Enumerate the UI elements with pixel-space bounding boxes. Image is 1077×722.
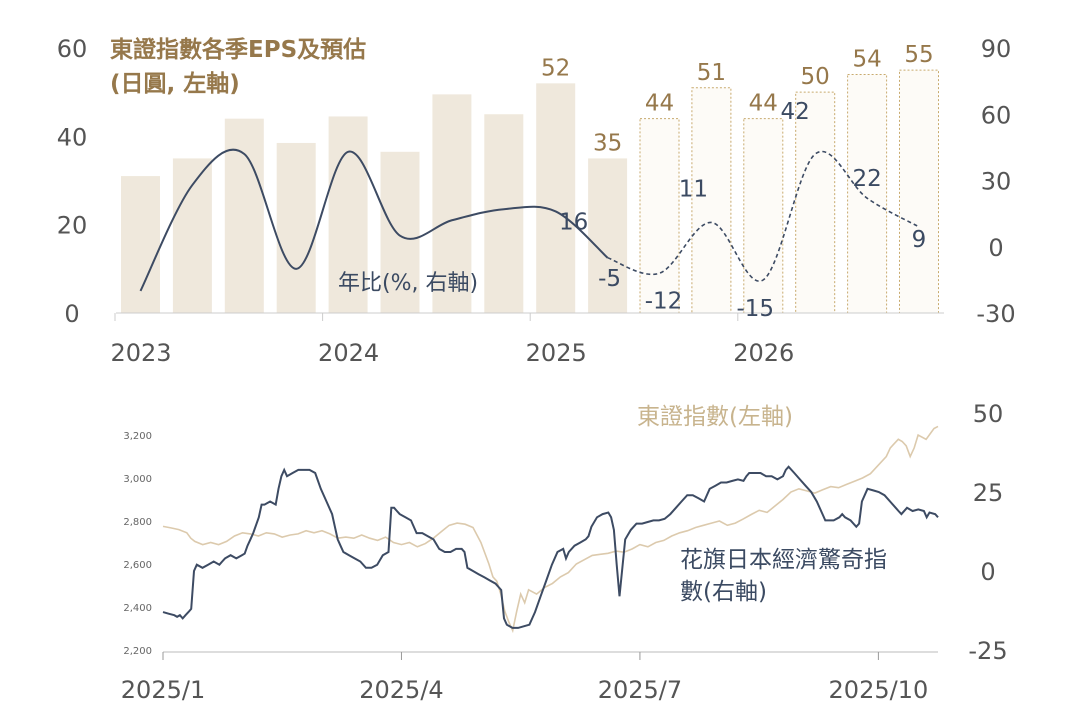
index-x-tick-label: 2025/7 [598, 676, 682, 704]
index-left-axis: 2,200 2,400 2,600 2,800 3,000 3,200 [123, 431, 152, 657]
index-left-tick-label: 2,200 [123, 646, 152, 657]
index-left-tick-label: 3,200 [123, 431, 152, 442]
eps-bar [121, 176, 160, 313]
eps-right-axis: -30 0 30 60 90 [976, 35, 1015, 328]
yoy-line-label: 年比(%, 右軸) [338, 271, 478, 296]
index-right-tick-label: 50 [973, 400, 1004, 428]
eps-right-tick-label: 0 [988, 234, 1003, 262]
eps-bar-forecast [899, 69, 939, 314]
eps-bar-labels: 52 35 44 51 44 50 54 55 [541, 42, 934, 156]
index-x-axis: 2025/1 2025/4 2025/7 2025/10 [121, 652, 928, 704]
eps-bar-forecast [847, 74, 888, 314]
eps-bar [328, 116, 368, 313]
eps-chart-title: 東證指數各季EPS及預估 [110, 36, 366, 63]
eps-bar [484, 114, 524, 313]
index-right-tick-label: 0 [980, 558, 995, 586]
eps-bar-value-label: 52 [541, 55, 570, 81]
eps-bar-value-label: 35 [593, 130, 622, 156]
eps-left-axis: 0 20 40 60 [57, 35, 88, 328]
index-x-tick-label: 2025/4 [359, 676, 443, 704]
yoy-value-label: 16 [559, 209, 588, 235]
surprise-series-label-line2: 數(右軸) [680, 579, 767, 605]
eps-right-tick-label: -30 [976, 300, 1015, 328]
eps-left-tick-label: 20 [57, 212, 88, 240]
eps-x-tick-label: 2026 [733, 339, 794, 367]
yoy-value-label: 42 [781, 99, 810, 125]
index-right-tick-label: 25 [973, 479, 1004, 507]
eps-chart-subtitle: (日圓, 左軸) [110, 71, 240, 97]
eps-bar [536, 83, 576, 313]
eps-bar [172, 158, 212, 313]
surprise-series-label-line1: 花旗日本經濟驚奇指 [680, 547, 887, 573]
index-x-tick-label: 2025/10 [829, 676, 929, 704]
index-lines [162, 425, 939, 634]
eps-x-tick-label: 2023 [110, 339, 171, 367]
eps-bar-forecast [743, 118, 784, 314]
eps-bar-forecast [795, 91, 836, 314]
eps-right-tick-label: 90 [981, 35, 1012, 63]
yoy-value-label: 9 [912, 227, 927, 253]
eps-bar [588, 158, 628, 313]
index-left-tick-label: 2,800 [123, 517, 152, 528]
topix-series-label: 東證指數(左軸) [637, 404, 793, 430]
yoy-value-label: -5 [598, 266, 621, 292]
index-left-tick-label: 2,400 [123, 603, 152, 614]
eps-x-tick-label: 2024 [318, 339, 379, 367]
yoy-labels: 16 -5 -12 11 -15 42 22 9 [559, 99, 926, 322]
eps-left-tick-label: 60 [57, 35, 88, 63]
index-x-tick-label: 2025/1 [121, 676, 205, 704]
eps-bar [432, 94, 472, 313]
eps-bar-value-label: 50 [801, 64, 830, 90]
yoy-value-label: -12 [645, 288, 683, 314]
yoy-line-actual [139, 148, 609, 292]
eps-bar-value-label: 54 [852, 47, 881, 73]
eps-bars [121, 69, 939, 314]
yoy-value-label: 11 [679, 176, 708, 202]
index-chart: 2025/1 2025/4 2025/7 2025/10 2,200 2,400 2,60… [121, 400, 1008, 704]
yoy-value-label: -15 [737, 296, 775, 322]
yoy-lines [139, 148, 920, 292]
eps-bar-value-label: 44 [749, 91, 778, 117]
index-right-tick-label: -25 [968, 637, 1007, 665]
eps-left-tick-label: 40 [57, 123, 88, 151]
eps-chart: 52 35 44 51 44 50 54 55 16 -5 -12 11 -15 42 22 9 0 20 40… [57, 35, 1016, 367]
eps-right-tick-label: 60 [981, 101, 1012, 129]
eps-bar-value-label: 55 [904, 42, 933, 68]
eps-bar [224, 118, 264, 314]
eps-bar-value-label: 44 [645, 91, 674, 117]
index-left-tick-label: 3,000 [123, 474, 152, 485]
eps-bar-forecast [639, 118, 680, 314]
eps-bar [380, 151, 420, 313]
eps-bar-forecast [691, 87, 732, 314]
eps-right-tick-label: 30 [981, 168, 1012, 196]
yoy-value-label: 22 [852, 166, 881, 192]
eps-bar [276, 142, 316, 313]
yoy-line-forecast [607, 150, 920, 282]
eps-x-axis: 2023 2024 2025 2026 [110, 313, 794, 367]
topix-line [162, 425, 939, 634]
eps-bar-value-label: 51 [697, 60, 726, 86]
index-right-axis: -25 0 25 50 [968, 400, 1007, 665]
eps-x-tick-label: 2025 [526, 339, 587, 367]
index-left-tick-label: 2,600 [123, 560, 152, 571]
surprise-index-line [162, 465, 939, 629]
eps-left-tick-label: 0 [64, 300, 79, 328]
